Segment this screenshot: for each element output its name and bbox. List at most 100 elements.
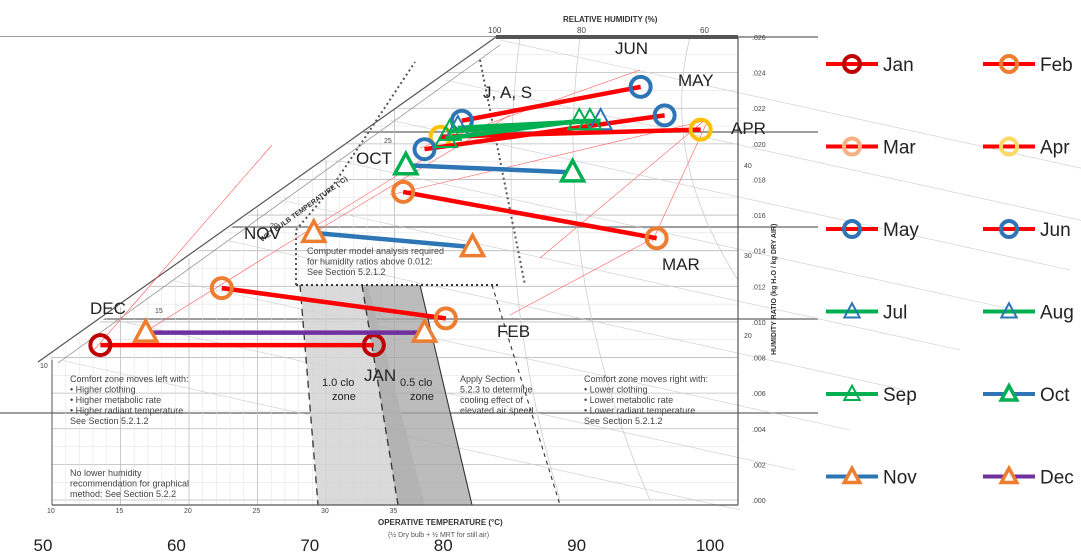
humidity-ratio-tick: .016 xyxy=(752,213,766,220)
zone-right-dotted xyxy=(479,59,526,286)
legend-label: Feb xyxy=(1040,55,1073,76)
x-tick-label: 70 xyxy=(300,536,319,555)
humidity-ratio-tick: .020 xyxy=(752,142,766,149)
humidity-ratio-tick: .000 xyxy=(752,498,766,505)
rh-curve xyxy=(681,36,739,281)
wet-bulb-tick: 15 xyxy=(155,308,163,315)
legend-entry-jun: Jun xyxy=(983,219,1071,241)
wet-bulb-line xyxy=(444,79,1081,221)
annotation-jan: JAN xyxy=(364,366,396,385)
legend-marker xyxy=(841,464,863,485)
legend-entry-jul: Jul xyxy=(826,301,907,324)
comfort-zone-0-5-clo xyxy=(362,285,472,505)
note-top: See Section 5.2.1.2 xyxy=(307,267,386,277)
legend-marker xyxy=(842,54,862,74)
legend-entry-apr: Apr xyxy=(983,136,1070,159)
temperature-tick: 10 xyxy=(47,508,55,515)
legend-entry-may: May xyxy=(826,219,919,241)
humidity-ratio-tick: .012 xyxy=(752,284,766,291)
legend-label: Jun xyxy=(1040,220,1071,241)
note-middle: 5.2.3 to determine xyxy=(460,385,533,395)
note-bottom: method: See Section 5.2.2 xyxy=(70,489,176,499)
zone-left-dotted xyxy=(295,61,416,285)
series-point-oct xyxy=(391,149,420,176)
note-left: • Higher clothing xyxy=(70,385,136,395)
series-point-feb xyxy=(209,276,234,301)
series-line-jun xyxy=(461,84,642,123)
temperature-tick: 20 xyxy=(184,508,192,515)
legend: Jan Feb Mar Apr May Jun Jul Aug Sep Oct Nov Dec xyxy=(826,54,1074,489)
wet-bulb-line xyxy=(389,119,1071,271)
series-point-jun xyxy=(628,74,653,99)
temperature-label-note: (½ Dry bulb + ½ MRT for still air) xyxy=(388,531,489,539)
red-guide-line xyxy=(539,119,706,259)
temperature-tick: 30 xyxy=(321,508,329,515)
note-left: See Section 5.2.1.2 xyxy=(70,416,149,426)
note-middle: Apply Section xyxy=(460,374,515,384)
series-point-may xyxy=(652,103,677,128)
unsaturated-mask xyxy=(0,37,496,365)
saturation-curve xyxy=(37,36,497,363)
series-mar xyxy=(391,179,669,251)
red-guide-line xyxy=(139,159,423,336)
legend-label: Jan xyxy=(883,55,914,76)
note-right: Comfort zone moves right with: xyxy=(584,374,708,384)
series-point-nov xyxy=(458,231,487,258)
series-jan xyxy=(88,333,386,358)
legend-entry-jan: Jan xyxy=(826,54,914,76)
series-point-oct xyxy=(558,156,587,183)
wet-bulb-tick: 20 xyxy=(270,223,278,230)
red-guide-line xyxy=(93,144,273,351)
humidity-ratio-tick: .014 xyxy=(752,249,766,256)
series-may xyxy=(412,103,677,162)
rh-tick: 80 xyxy=(577,26,586,35)
series-point-feb xyxy=(433,306,458,331)
annotation-nov: NOV xyxy=(244,224,282,243)
series-point-sep xyxy=(433,124,459,149)
legend-label: Sep xyxy=(883,385,917,406)
zone-boundary xyxy=(361,284,399,506)
wet-bulb-tick: 10 xyxy=(40,363,48,370)
series-point-sep xyxy=(566,106,592,131)
legend-entry-sep: Sep xyxy=(826,383,917,406)
series-point-dec xyxy=(131,317,160,343)
humidity-ratio-label: HUMIDITY RATIO (kg H₂O / kg DRY AIR) xyxy=(771,224,778,355)
wet-bulb-line xyxy=(334,159,1016,311)
legend-label: May xyxy=(883,220,919,241)
legend-marker xyxy=(999,54,1019,74)
series-point-jan xyxy=(88,333,113,358)
note-middle: cooling effect of xyxy=(460,395,523,405)
series-point-nov xyxy=(299,217,328,244)
psychrometric-background: RELATIVE HUMIDITY (%) 100 80 60 .026 .024 .022… xyxy=(0,15,1081,539)
red-guide-line xyxy=(509,239,651,316)
note-right: • Lower radiant temperature xyxy=(584,406,695,416)
note-top: for humidity ratios above 0.012: xyxy=(307,257,433,267)
annotation-may: MAY xyxy=(678,71,714,90)
zone-label-0-5-clo: 0.5 clo xyxy=(400,377,432,389)
series-line-feb xyxy=(221,285,447,321)
note-right: See Section 5.2.1.2 xyxy=(584,416,663,426)
rh-tick: 60 xyxy=(700,26,709,35)
note-middle: elevated air speed xyxy=(460,406,534,416)
legend-marker xyxy=(998,382,1020,402)
series-oct xyxy=(391,149,587,183)
saturation-curve-inner xyxy=(57,44,501,364)
humidity-ratio-tick: .004 xyxy=(752,427,766,434)
legend-marker xyxy=(842,219,862,239)
series-point-dec xyxy=(410,317,439,343)
series-point-mar xyxy=(644,226,669,251)
note-bottom: No lower humidity xyxy=(70,468,142,478)
note-left: • Higher radiant temperature xyxy=(70,406,183,416)
series-line-may xyxy=(424,113,665,152)
rh-title: RELATIVE HUMIDITY (%) xyxy=(563,15,658,24)
dew-point-tick: 20 xyxy=(744,333,752,340)
note-bottom: recommendation for graphical xyxy=(70,479,189,489)
rh-tick: 100 xyxy=(488,26,502,35)
note-left: • Higher metabolic rate xyxy=(70,395,161,405)
wet-bulb-line xyxy=(224,239,906,391)
series-point-mar xyxy=(391,179,416,204)
series-sep xyxy=(433,106,592,149)
x-tick-label: 100 xyxy=(696,536,724,555)
legend-label: Jul xyxy=(883,303,907,324)
series-line-oct xyxy=(405,162,573,175)
